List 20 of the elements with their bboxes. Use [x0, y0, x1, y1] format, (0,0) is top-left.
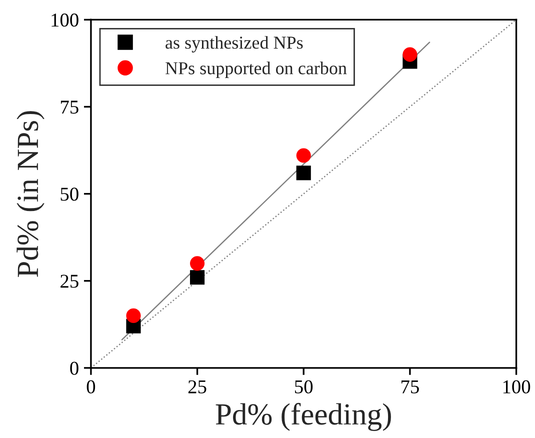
point — [190, 270, 205, 285]
legend-label: as synthesized NPs — [166, 36, 303, 52]
legend-label: NPs supported on carbon — [165, 62, 347, 78]
y-axis-title: Pd% (in NPs) — [16, 111, 44, 277]
x-tick-label: 0 — [86, 380, 96, 394]
point — [126, 308, 141, 323]
point — [296, 166, 311, 180]
x-tick-label: 75 — [402, 380, 419, 394]
x-tick-label: 25 — [188, 380, 206, 394]
y-tick-label: 75 — [60, 100, 78, 114]
x-axis-title: Pd% (feeding) — [216, 402, 391, 432]
x-tick-label: 100 — [503, 380, 530, 394]
y-tick-label: 0 — [70, 362, 78, 375]
y-tick-label: 25 — [60, 274, 78, 288]
point — [402, 47, 418, 62]
y-tick-label: 50 — [60, 188, 78, 201]
point — [190, 256, 205, 271]
y-tick-label: 100 — [52, 14, 78, 27]
point — [296, 148, 311, 163]
x-tick-label: 50 — [295, 380, 313, 394]
